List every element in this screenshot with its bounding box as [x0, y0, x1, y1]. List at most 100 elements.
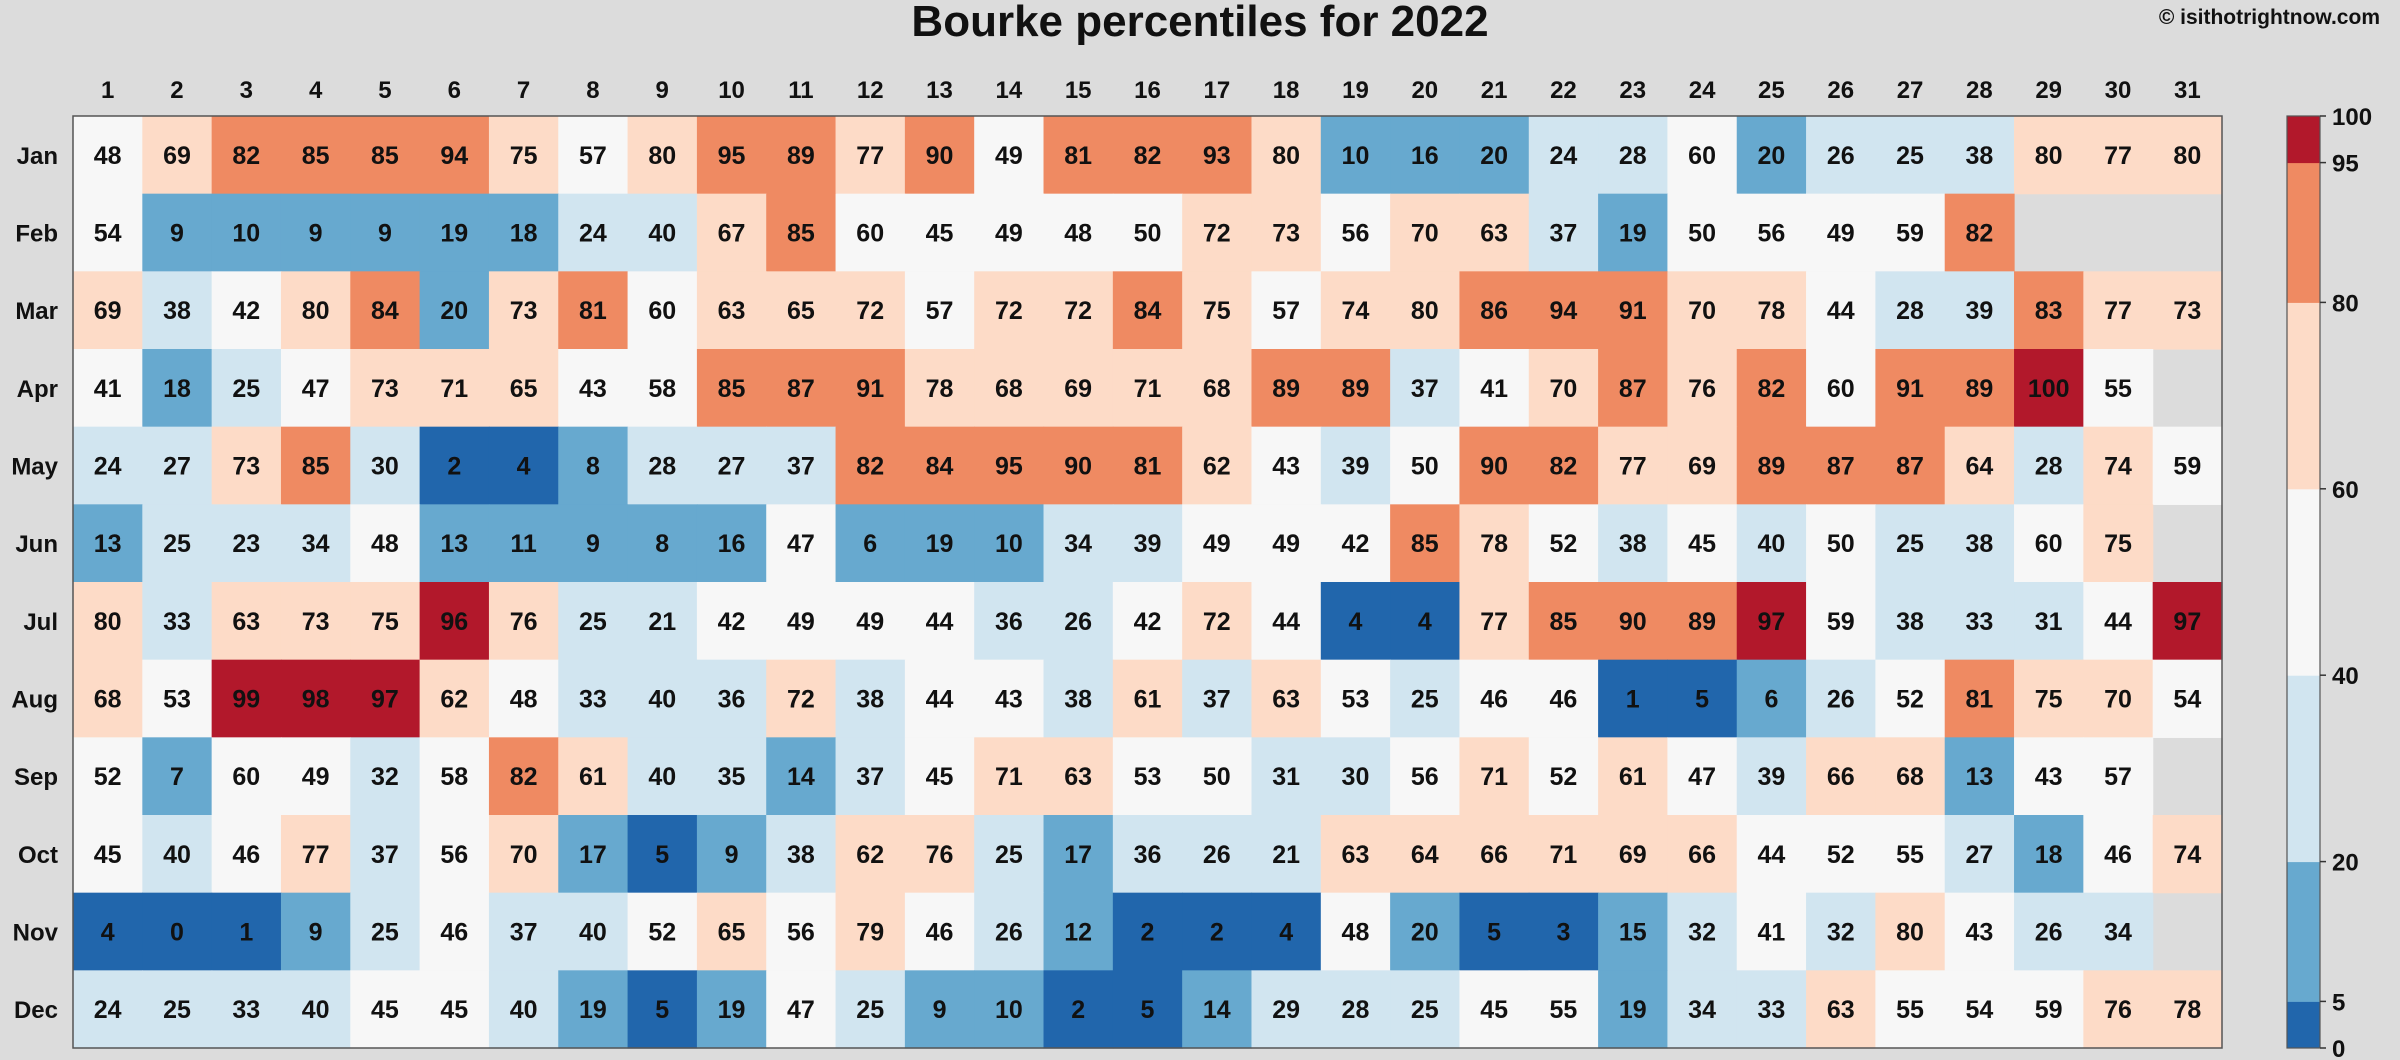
cell-value-label: 87 [1619, 375, 1647, 403]
cell-value-label: 49 [856, 608, 884, 636]
heatmap-cell [904, 271, 975, 350]
heatmap-cell [904, 659, 975, 738]
heatmap-cell [904, 737, 975, 816]
cell-value-label: 52 [648, 919, 676, 947]
colorbar-tick-label: 20 [2332, 850, 2359, 877]
cell-value-label: 50 [1827, 530, 1855, 558]
cell-value-label: 59 [1896, 220, 1924, 248]
cell-value-label: 85 [1550, 608, 1578, 636]
cell-value-label: 66 [1480, 841, 1508, 869]
cell-value-label: 48 [94, 142, 122, 170]
cell-value-label: 64 [1411, 841, 1439, 869]
heatmap-cell [2152, 970, 2223, 1049]
heatmap-cell [766, 582, 837, 661]
cell-value-label: 38 [1064, 686, 1092, 714]
cell-value-label: 68 [1896, 763, 1924, 791]
heatmap-cell [350, 116, 421, 195]
cell-value-label: 26 [1064, 608, 1092, 636]
heatmap-cell [1736, 271, 1807, 350]
cell-value-label: 45 [1480, 996, 1508, 1024]
heatmap-cell [1320, 737, 1391, 816]
heatmap-cell [627, 426, 698, 505]
cell-value-label: 40 [648, 686, 676, 714]
cell-value-label: 9 [309, 220, 323, 248]
x-tick-label: 29 [2035, 77, 2062, 104]
x-tick-label: 9 [656, 77, 669, 104]
heatmap-cell [350, 504, 421, 583]
cell-value-label: 82 [856, 453, 884, 481]
heatmap-cell [974, 504, 1045, 583]
heatmap-cell [1251, 116, 1322, 195]
cell-value-label: 34 [1064, 530, 1092, 558]
cell-value-label: 43 [2035, 763, 2063, 791]
cell-value-label: 42 [1134, 608, 1162, 636]
heatmap-cell [904, 116, 975, 195]
heatmap-cell [1528, 892, 1599, 971]
cell-value-label: 77 [302, 841, 330, 869]
heatmap-cell [1875, 970, 1946, 1049]
heatmap-cell [1598, 659, 1669, 738]
cell-value-label: 75 [1203, 297, 1231, 325]
cell-value-label: 43 [579, 375, 607, 403]
colorbar-tick-label: 95 [2332, 151, 2359, 178]
heatmap-cell [2152, 659, 2223, 738]
heatmap-cell [142, 970, 213, 1049]
heatmap-cell [627, 892, 698, 971]
x-tick-label: 8 [586, 77, 599, 104]
cell-value-label: 18 [163, 375, 191, 403]
heatmap-cell [1667, 116, 1738, 195]
cell-value-label: 85 [302, 142, 330, 170]
y-tick-label: Jun [15, 531, 58, 558]
heatmap-cell [419, 970, 490, 1049]
heatmap-cell [1528, 349, 1599, 428]
cell-value-label: 25 [1411, 686, 1439, 714]
heatmap-cell [1806, 582, 1876, 661]
y-tick-label: Jan [17, 143, 58, 170]
heatmap-cell [974, 582, 1045, 661]
cell-value-label: 28 [1619, 142, 1647, 170]
heatmap-cell [1043, 815, 1114, 894]
heatmap-cell [1043, 659, 1114, 738]
heatmap-cell [1598, 582, 1669, 661]
cell-value-label: 9 [170, 220, 184, 248]
heatmap-cell [142, 349, 213, 428]
heatmap-cell [1112, 659, 1183, 738]
heatmap-cell [1251, 193, 1322, 272]
cell-value-label: 75 [371, 608, 399, 636]
cell-value-label: 57 [579, 142, 607, 170]
cell-value-label: 81 [1064, 142, 1092, 170]
cell-value-label: 38 [1896, 608, 1924, 636]
cell-value-label: 27 [1965, 841, 1993, 869]
cell-value-label: 77 [2104, 142, 2132, 170]
heatmap-cell [696, 815, 767, 894]
cell-value-label: 76 [2104, 996, 2132, 1024]
cell-value-label: 2 [1210, 919, 1224, 947]
heatmap-cell [1182, 271, 1253, 350]
heatmap-cell [835, 892, 906, 971]
heatmap-cell [766, 271, 837, 350]
cell-value-label: 27 [718, 453, 746, 481]
heatmap-cell [974, 349, 1045, 428]
heatmap-cell [211, 970, 282, 1049]
heatmap-cell [1390, 970, 1461, 1049]
cell-value-label: 82 [1134, 142, 1162, 170]
heatmap-cell [1736, 193, 1807, 272]
heatmap-cell [1528, 737, 1599, 816]
cell-value-label: 18 [510, 220, 538, 248]
heatmap-cell [142, 892, 213, 971]
cell-value-label: 73 [2173, 297, 2201, 325]
heatmap-cell [1320, 116, 1391, 195]
cell-value-label: 76 [510, 608, 538, 636]
cell-value-label: 39 [1134, 530, 1162, 558]
heatmap-cell [766, 116, 837, 195]
heatmap-cell [2014, 970, 2084, 1049]
heatmap-cell [627, 737, 698, 816]
cell-value-label: 78 [2173, 996, 2201, 1024]
colorbar-tick-label: 100 [2332, 104, 2372, 131]
heatmap-cell [558, 426, 629, 505]
heatmap-cell [2014, 504, 2084, 583]
cell-value-label: 27 [163, 453, 191, 481]
heatmap-cell [1875, 116, 1946, 195]
cell-value-label: 38 [1619, 530, 1647, 558]
colorbar-tick-label: 5 [2332, 989, 2345, 1016]
